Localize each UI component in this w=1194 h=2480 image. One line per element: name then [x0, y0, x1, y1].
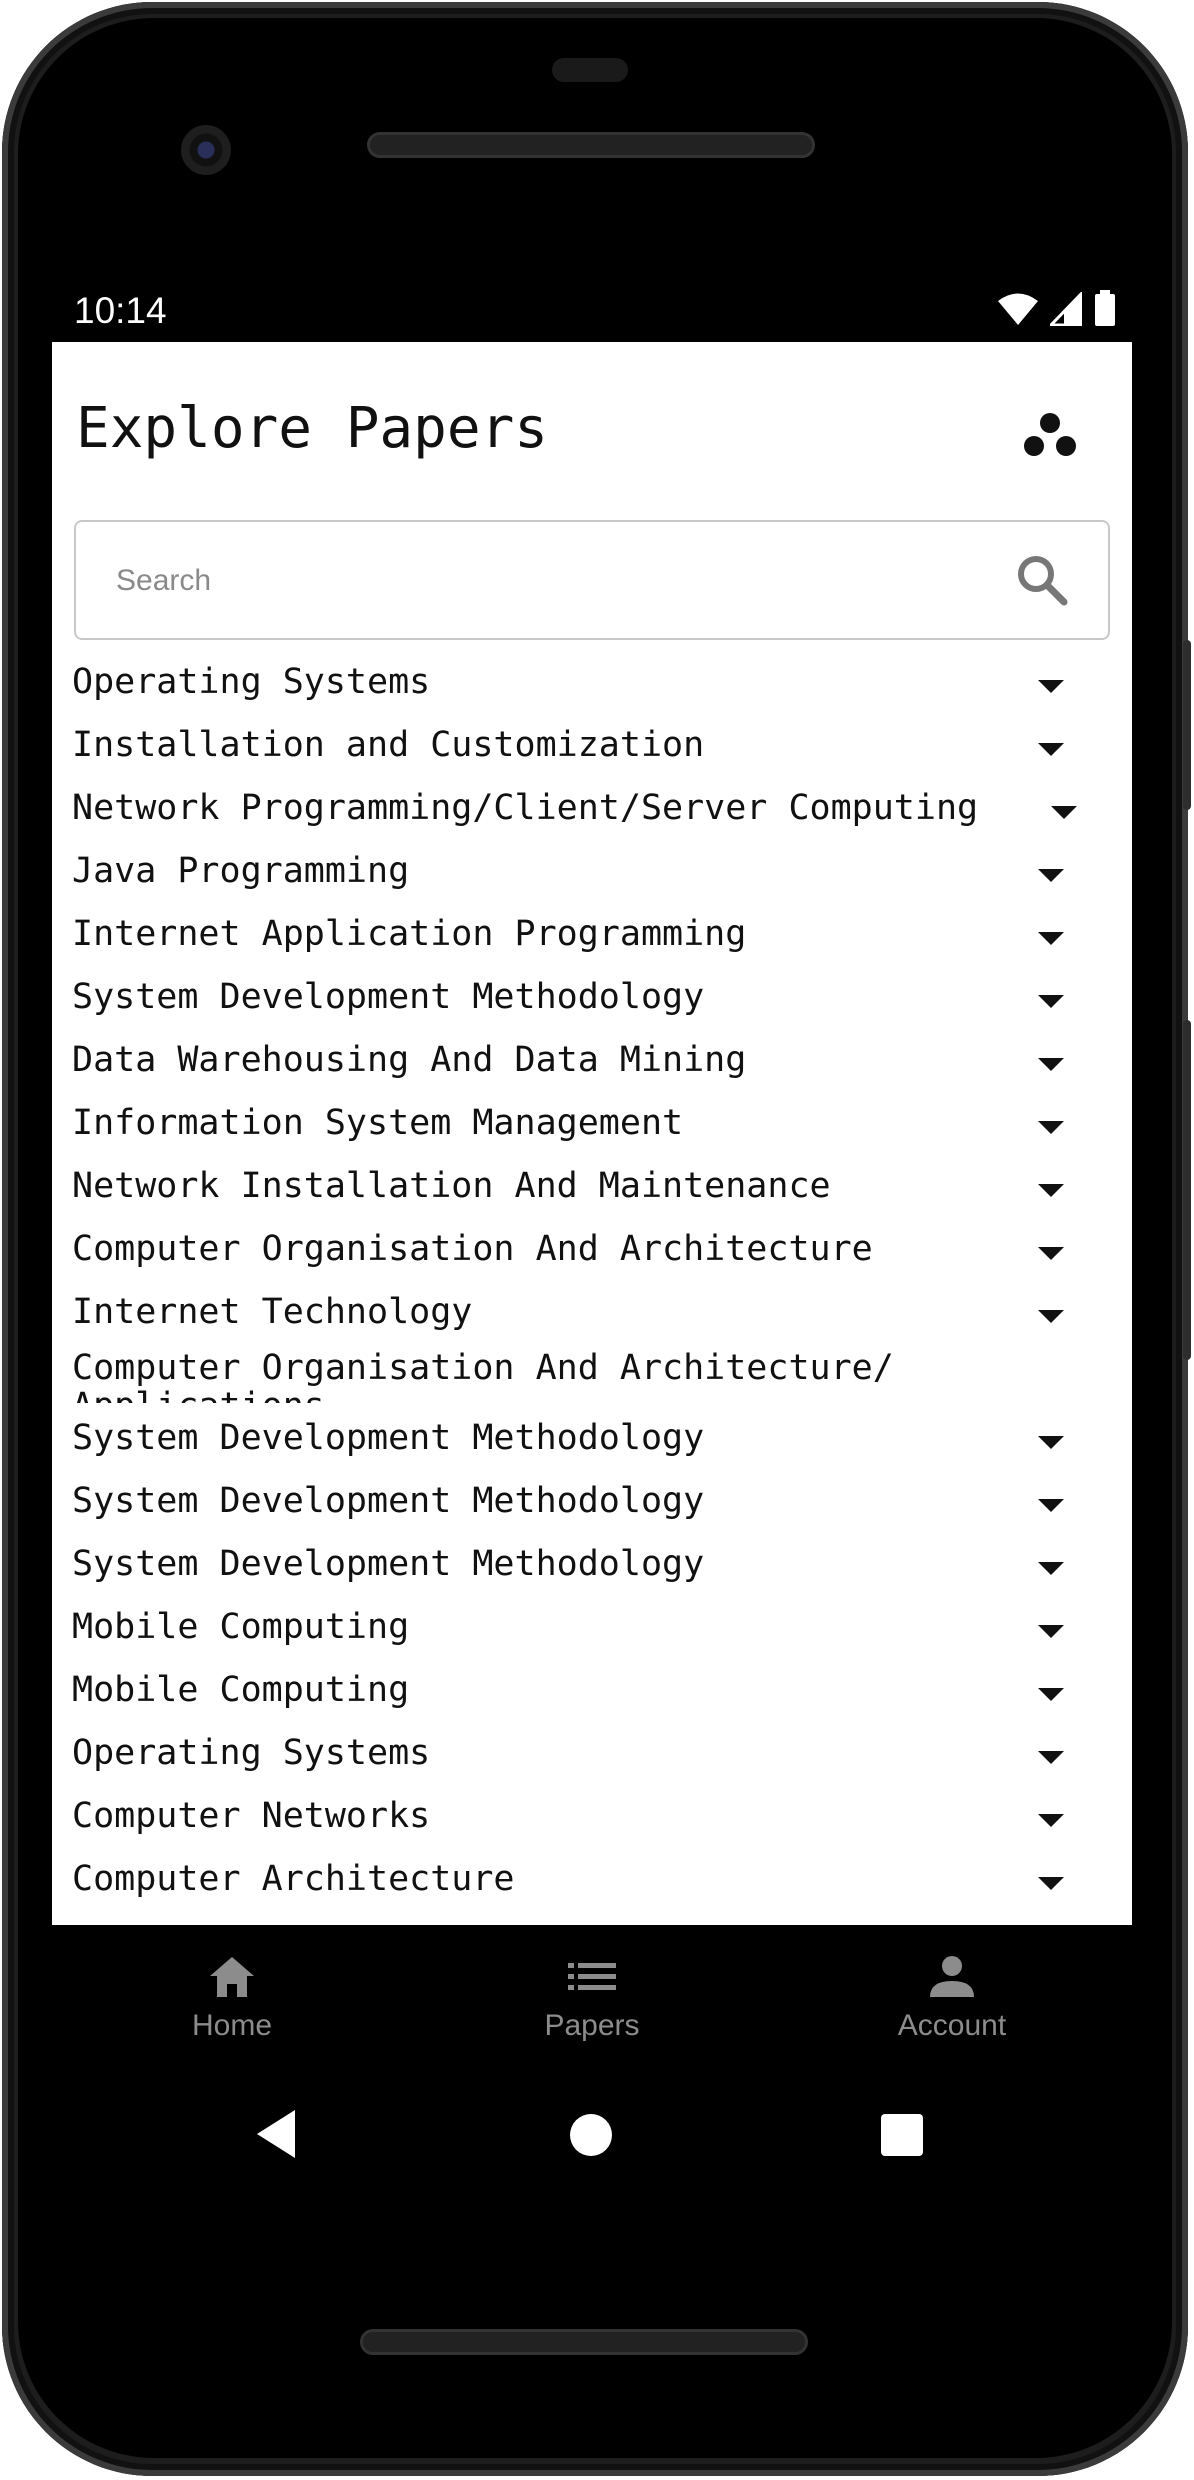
search-box[interactable]: [74, 520, 1110, 640]
bottom-navigation: Home Papers Account: [52, 1925, 1132, 2065]
paper-title: Computer Networks: [72, 1796, 431, 1836]
chevron-down-icon[interactable]: [1038, 1436, 1064, 1449]
list-item[interactable]: System Development Methodology: [52, 1475, 1132, 1538]
list-item[interactable]: System Development Methodology: [52, 971, 1132, 1034]
back-icon[interactable]: [257, 2110, 295, 2158]
front-camera-icon: [181, 125, 231, 175]
list-item[interactable]: Computer Architecture: [52, 1853, 1132, 1916]
chevron-down-icon[interactable]: [1051, 806, 1077, 819]
signal-icon: [1050, 292, 1082, 326]
explore-papers-screen: Explore Papers Operating Systems Install…: [52, 342, 1132, 1925]
paper-title: System Development Methodology: [72, 977, 705, 1017]
home-icon: [210, 1957, 254, 1997]
paper-title: Computer Organisation And Architecture/ …: [72, 1349, 894, 1403]
paper-title: Computer Architecture: [72, 1859, 515, 1899]
chevron-down-icon[interactable]: [1038, 1184, 1064, 1197]
status-icons: [998, 290, 1116, 326]
list-item[interactable]: Operating Systems: [52, 656, 1132, 719]
list-item[interactable]: Information System Management: [52, 1097, 1132, 1160]
chevron-down-icon[interactable]: [1038, 1562, 1064, 1575]
nav-account[interactable]: Account: [772, 1925, 1132, 2065]
search-input[interactable]: [114, 522, 1018, 640]
nav-papers[interactable]: Papers: [412, 1925, 772, 2065]
earpiece-speaker: [367, 132, 815, 158]
paper-title: Internet Technology: [72, 1292, 473, 1332]
paper-title: Mobile Computing: [72, 1670, 410, 1710]
chevron-down-icon[interactable]: [1038, 1625, 1064, 1638]
chevron-down-icon[interactable]: [1038, 932, 1064, 945]
person-icon: [930, 1956, 974, 1997]
status-time: 10:14: [74, 290, 167, 331]
nav-papers-label: Papers: [544, 2009, 640, 2042]
chevron-down-icon[interactable]: [1038, 1499, 1064, 1512]
chevron-down-icon[interactable]: [1038, 1688, 1064, 1701]
paper-title: System Development Methodology: [72, 1418, 705, 1458]
chevron-down-icon[interactable]: [1038, 1247, 1064, 1260]
nav-home[interactable]: Home: [52, 1925, 412, 2065]
three-dots-cluster-icon[interactable]: [1022, 410, 1078, 460]
paper-title: Network Programming/Client/Server Comput…: [72, 788, 979, 828]
paper-title: Network Installation And Maintenance: [72, 1166, 831, 1206]
bottom-speaker: [360, 2329, 808, 2355]
battery-icon: [1095, 290, 1115, 326]
paper-title: Data Warehousing And Data Mining: [72, 1040, 747, 1080]
list-item[interactable]: Internet Technology: [52, 1286, 1132, 1349]
paper-title: System Development Methodology: [72, 1544, 705, 1584]
home-circle-icon[interactable]: [570, 2114, 612, 2156]
chevron-down-icon[interactable]: [1038, 680, 1064, 693]
list-item[interactable]: System Development Methodology: [52, 1538, 1132, 1601]
recent-apps-icon[interactable]: [881, 2114, 923, 2156]
proximity-sensor: [552, 58, 628, 82]
chevron-down-icon[interactable]: [1038, 869, 1064, 882]
list-item[interactable]: Java Programming: [52, 845, 1132, 908]
system-navigation-bar: [52, 2100, 1132, 2170]
list-item[interactable]: Installation and Customization: [52, 719, 1132, 782]
list-item[interactable]: Network Programming/Client/Server Comput…: [52, 782, 1132, 845]
page-title: Explore Papers: [76, 396, 549, 461]
chevron-down-icon[interactable]: [1038, 1058, 1064, 1071]
app-header: Explore Papers: [52, 342, 1132, 512]
chevron-down-icon[interactable]: [1038, 1310, 1064, 1323]
nav-account-label: Account: [897, 2009, 1007, 2042]
papers-list: Operating Systems Installation and Custo…: [52, 656, 1132, 1916]
paper-title: Installation and Customization: [72, 725, 705, 765]
list-icon: [568, 1963, 616, 1990]
paper-title: Java Programming: [72, 851, 410, 891]
power-button: [1183, 1020, 1191, 1360]
search-icon[interactable]: [1014, 552, 1070, 608]
chevron-down-icon[interactable]: [1038, 743, 1064, 756]
list-item[interactable]: Computer Organisation And Architecture: [52, 1223, 1132, 1286]
paper-title: Computer Organisation And Architecture: [72, 1229, 873, 1269]
list-item[interactable]: Internet Application Programming: [52, 908, 1132, 971]
chevron-down-icon[interactable]: [1038, 1751, 1064, 1764]
paper-title: Operating Systems: [72, 1733, 431, 1773]
list-item[interactable]: Operating Systems: [52, 1727, 1132, 1790]
list-item[interactable]: Data Warehousing And Data Mining: [52, 1034, 1132, 1097]
paper-title: Information System Management: [72, 1103, 684, 1143]
list-item[interactable]: System Development Methodology: [52, 1412, 1132, 1475]
list-item[interactable]: Mobile Computing: [52, 1601, 1132, 1664]
paper-title: Mobile Computing: [72, 1607, 410, 1647]
chevron-down-icon[interactable]: [1038, 1877, 1064, 1890]
paper-title: System Development Methodology: [72, 1481, 705, 1521]
chevron-down-icon[interactable]: [1038, 1121, 1064, 1134]
chevron-down-icon[interactable]: [1038, 1814, 1064, 1827]
wifi-icon: [998, 293, 1038, 325]
paper-title: Internet Application Programming: [72, 914, 747, 954]
nav-home-label: Home: [191, 2009, 273, 2042]
paper-title: Operating Systems: [72, 662, 431, 702]
list-item[interactable]: Computer Networks: [52, 1790, 1132, 1853]
status-bar: 10:14: [52, 282, 1132, 340]
list-item[interactable]: Mobile Computing: [52, 1664, 1132, 1727]
list-item[interactable]: Computer Organisation And Architecture/ …: [52, 1349, 1132, 1412]
list-item[interactable]: Network Installation And Maintenance: [52, 1160, 1132, 1223]
volume-button: [1183, 640, 1191, 810]
chevron-down-icon[interactable]: [1038, 995, 1064, 1008]
